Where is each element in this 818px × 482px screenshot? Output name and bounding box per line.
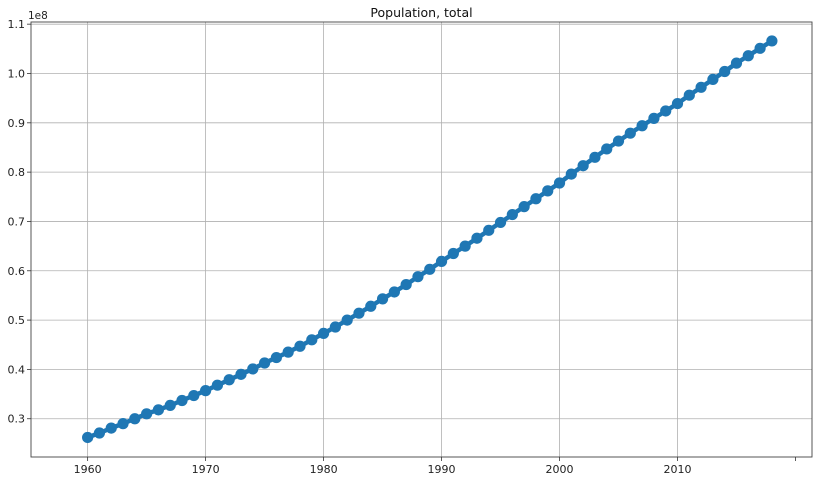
y-tick-label: 0.4 xyxy=(8,363,26,376)
x-tick-label: 1980 xyxy=(310,463,338,476)
y-axis-offset-label: 1e8 xyxy=(28,10,48,22)
data-point xyxy=(754,42,766,54)
y-tick-label: 0.6 xyxy=(8,265,26,278)
data-point xyxy=(400,278,412,291)
x-tick-label: 1970 xyxy=(192,463,220,476)
x-tick-label: 2010 xyxy=(664,463,692,476)
tick-labels: 1960 1970 1980 1990 2000 2010 0.3 0.4 0.5 0.6 0.7 0… xyxy=(8,18,692,476)
data-point xyxy=(530,193,542,205)
data-point xyxy=(117,418,129,430)
y-tick-label: 0.9 xyxy=(8,117,26,130)
data-point xyxy=(353,307,365,319)
data-point xyxy=(624,127,636,139)
data-point xyxy=(223,374,235,386)
data-point xyxy=(258,357,271,369)
data-point xyxy=(707,73,719,86)
y-tick-label: 0.7 xyxy=(8,215,26,228)
y-tick-label: 1.1 xyxy=(8,18,26,31)
data-point xyxy=(506,208,518,221)
data-point xyxy=(141,408,153,420)
data-point xyxy=(294,340,306,352)
data-point xyxy=(129,413,141,425)
series-line xyxy=(86,39,774,440)
data-point xyxy=(317,327,330,340)
data-point xyxy=(93,427,106,439)
data-point xyxy=(188,389,200,402)
y-tick-label: 0.5 xyxy=(8,314,26,327)
data-point xyxy=(152,404,165,416)
data-point xyxy=(200,385,212,397)
data-point xyxy=(471,232,483,244)
data-point xyxy=(542,185,554,197)
data-point xyxy=(424,263,436,275)
x-tick-label: 1990 xyxy=(428,463,456,476)
data-point xyxy=(553,177,566,189)
data-point xyxy=(483,224,495,236)
tick-marks xyxy=(27,23,796,461)
data-point xyxy=(412,271,424,283)
data-point xyxy=(435,255,448,267)
data-point xyxy=(447,247,459,260)
data-point xyxy=(105,422,117,434)
data-point xyxy=(329,321,341,333)
data-point xyxy=(282,346,294,358)
data-point xyxy=(494,216,507,229)
gridlines xyxy=(31,22,812,457)
data-point xyxy=(601,143,613,155)
data-point xyxy=(577,160,589,172)
data-point xyxy=(82,431,94,444)
data-point xyxy=(306,334,318,346)
data-point xyxy=(660,105,672,117)
data-point xyxy=(365,300,377,312)
data-point xyxy=(376,293,389,305)
data-point xyxy=(730,57,743,69)
y-tick-label: 1.0 xyxy=(8,67,26,80)
data-point xyxy=(683,89,695,101)
data-point xyxy=(648,112,660,124)
data-point xyxy=(459,240,471,252)
data-point xyxy=(176,394,188,407)
data-point xyxy=(589,151,601,163)
data-point xyxy=(766,35,778,47)
data-point xyxy=(164,399,176,412)
data-point xyxy=(388,286,400,298)
data-point xyxy=(247,363,259,375)
series-layer xyxy=(82,35,778,444)
data-point xyxy=(671,97,684,110)
data-point xyxy=(518,201,530,213)
data-point xyxy=(695,81,707,93)
y-tick-label: 0.8 xyxy=(8,166,26,179)
data-point xyxy=(719,65,731,78)
data-point xyxy=(742,50,754,62)
y-tick-label: 0.3 xyxy=(8,413,26,426)
chart-title: Population, total xyxy=(370,5,472,20)
data-point xyxy=(565,168,577,180)
data-point xyxy=(235,368,247,380)
data-point xyxy=(341,314,353,326)
plot-frame xyxy=(30,21,813,458)
data-point xyxy=(211,379,224,391)
data-point xyxy=(612,135,625,147)
data-point xyxy=(270,351,282,364)
x-tick-label: 1960 xyxy=(74,463,102,476)
data-point xyxy=(636,120,648,132)
x-tick-label: 2000 xyxy=(546,463,574,476)
